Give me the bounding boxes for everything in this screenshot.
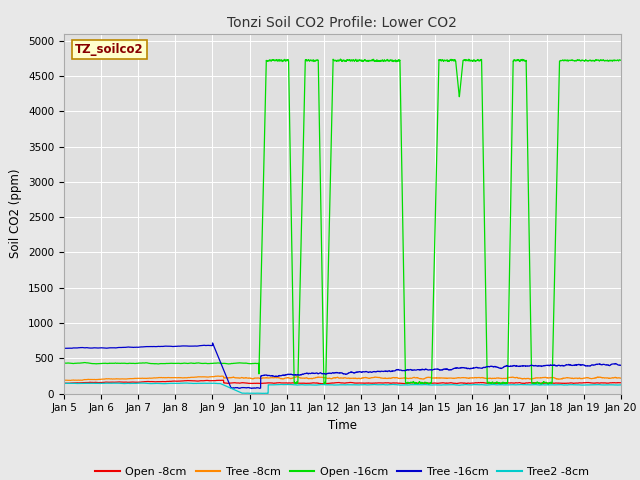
Y-axis label: Soil CO2 (ppm): Soil CO2 (ppm) xyxy=(10,169,22,258)
Text: TZ_soilco2: TZ_soilco2 xyxy=(75,43,144,56)
X-axis label: Time: Time xyxy=(328,419,357,432)
Title: Tonzi Soil CO2 Profile: Lower CO2: Tonzi Soil CO2 Profile: Lower CO2 xyxy=(227,16,458,30)
Legend: Open -8cm, Tree -8cm, Open -16cm, Tree -16cm, Tree2 -8cm: Open -8cm, Tree -8cm, Open -16cm, Tree -… xyxy=(91,462,594,480)
